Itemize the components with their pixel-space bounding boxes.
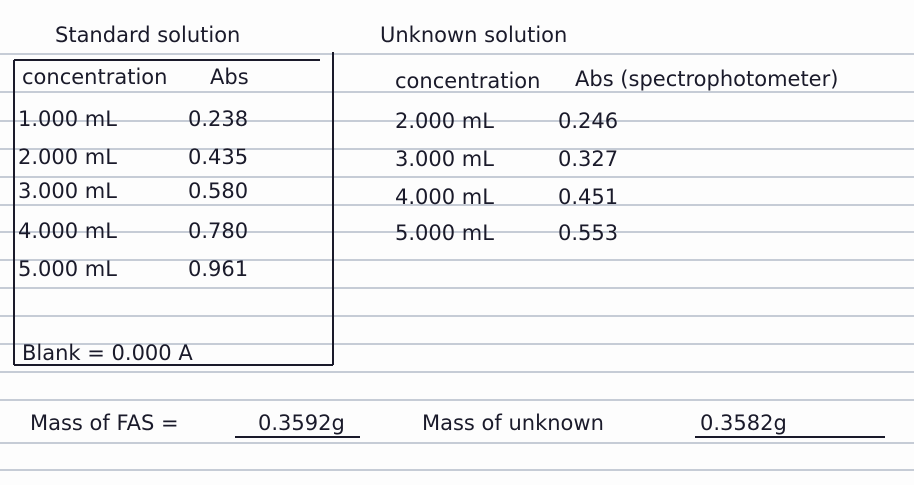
unknown-conc: 3.000 mL [395,147,494,171]
mass-value: 0.3592g [258,411,345,435]
unknown-header: Abs (spectrophotometer) [575,67,838,91]
unknown-abs: 0.451 [558,185,618,209]
standard-abs: 0.435 [188,145,248,169]
mass-label: Mass of FAS = [30,411,179,435]
unknown-header: concentration [395,69,540,93]
standard-conc: 1.000 mL [18,107,117,131]
unknown-conc: 5.000 mL [395,221,494,245]
standard-conc: 4.000 mL [18,219,117,243]
standard-abs: 0.580 [188,179,248,203]
standard-header: concentration [22,65,167,89]
unknown-title: Unknown solution [380,23,567,47]
standard-conc: 3.000 mL [18,179,117,203]
blank: Blank = 0.000 A [22,341,193,365]
standard-abs: 0.238 [188,107,248,131]
mass-label: Mass of unknown [422,411,604,435]
mass-value: 0.3582g [700,411,787,435]
unknown-abs: 0.327 [558,147,618,171]
standard-abs: 0.961 [188,257,248,281]
unknown-abs: 0.246 [558,109,618,133]
standard-conc: 2.000 mL [18,145,117,169]
unknown-conc: 2.000 mL [395,109,494,133]
standard-header: Abs [210,65,249,89]
standard-conc: 5.000 mL [18,257,117,281]
ruled-lines [0,53,914,471]
unknown-conc: 4.000 mL [395,185,494,209]
standard-abs: 0.780 [188,219,248,243]
standard-title: Standard solution [55,23,240,47]
unknown-abs: 0.553 [558,221,618,245]
